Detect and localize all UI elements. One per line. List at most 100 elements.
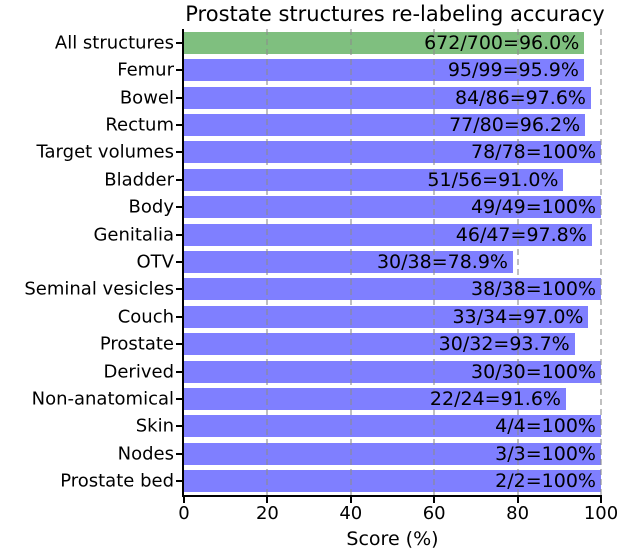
y-tick <box>176 288 183 291</box>
category-label-prostate-bed: Prostate bed <box>60 470 174 492</box>
category-label-otv: OTV <box>136 251 174 273</box>
bar-otv: 30/38=78.9% <box>184 251 513 273</box>
y-tick <box>176 206 183 209</box>
bar-body: 49/49=100% <box>184 196 601 219</box>
category-label-all-structures: All structures <box>54 32 174 54</box>
category-label-femur: Femur <box>117 59 174 81</box>
x-tick-label-0: 0 <box>178 503 190 524</box>
bar-value-label: 33/34=97.0% <box>452 305 584 328</box>
bar-femur: 95/99=95.9% <box>184 59 584 82</box>
category-label-bladder: Bladder <box>104 169 174 191</box>
x-tick-label-20: 20 <box>255 503 279 524</box>
category-label-non-anatomical: Non-anatomical <box>31 388 174 410</box>
category-label-genitalia: Genitalia <box>93 224 174 246</box>
x-tick-0 <box>183 497 185 503</box>
gridline-80 <box>516 29 519 495</box>
bar-bladder: 51/56=91.0% <box>184 168 564 191</box>
x-tick-label-100: 100 <box>583 503 619 524</box>
gridline-60 <box>433 29 436 495</box>
category-label-prostate: Prostate <box>99 333 174 355</box>
y-tick <box>176 123 183 126</box>
bar-prostate-bed: 2/2=100% <box>184 470 601 493</box>
bar-row: 22/24=91.6% <box>184 388 601 411</box>
y-tick <box>176 480 183 483</box>
bar-row: 3/3=100% <box>184 442 601 465</box>
category-label-target-volumes: Target volumes <box>36 141 174 163</box>
bar-value-label: 4/4=100% <box>495 415 596 438</box>
bar-row: 30/32=93.7% <box>184 333 601 356</box>
bar-value-label: 3/3=100% <box>495 442 596 465</box>
y-tick <box>176 425 183 428</box>
bar-nodes: 3/3=100% <box>184 442 601 465</box>
x-axis-spine <box>182 495 602 497</box>
category-label-derived: Derived <box>103 361 175 383</box>
bar-target-volumes: 78/78=100% <box>184 141 601 164</box>
category-label-nodes: Nodes <box>117 443 174 465</box>
bar-value-label: 38/38=100% <box>471 278 596 301</box>
bar-row: 51/56=91.0% <box>184 168 601 191</box>
y-tick <box>176 398 183 401</box>
x-tick-60 <box>433 497 436 503</box>
y-tick <box>176 315 183 318</box>
category-label-seminal-vesicles: Seminal vesicles <box>24 278 174 300</box>
y-tick <box>176 261 183 263</box>
x-tick-label-80: 80 <box>506 503 530 524</box>
y-tick <box>176 452 183 455</box>
bar-row: 2/2=100% <box>184 470 601 493</box>
y-tick <box>176 151 183 154</box>
bar-value-label: 95/99=95.9% <box>447 59 579 82</box>
gridline-40 <box>349 29 352 495</box>
bar-couch: 33/34=97.0% <box>184 305 589 328</box>
bar-value-label: 84/86=97.6% <box>454 86 586 109</box>
bar-value-label: 672/700=96.0% <box>424 31 580 54</box>
x-axis-title: Score (%) <box>346 528 439 550</box>
bar-value-label: 78/78=100% <box>471 141 596 164</box>
y-tick <box>176 96 183 99</box>
y-tick <box>176 41 183 44</box>
bar-row: 672/700=96.0% <box>184 31 601 54</box>
y-tick <box>176 178 183 181</box>
bar-row: 95/99=95.9% <box>184 59 601 82</box>
bar-row: 78/78=100% <box>184 141 601 164</box>
y-tick <box>176 370 183 373</box>
y-tick <box>176 233 183 236</box>
bar-value-label: 30/30=100% <box>471 360 596 383</box>
y-tick <box>176 69 183 72</box>
bar-row: 84/86=97.6% <box>184 86 601 109</box>
bar-prostate: 30/32=93.7% <box>184 333 575 356</box>
chart-title: Prostate structures re-labeling accuracy <box>185 2 605 26</box>
x-tick-20 <box>266 497 269 503</box>
bar-value-label: 22/24=91.6% <box>429 388 561 411</box>
category-label-bowel: Bowel <box>119 87 174 109</box>
gridline-20 <box>266 29 269 495</box>
bar-skin: 4/4=100% <box>184 415 601 438</box>
bar-row: 77/80=96.2% <box>184 113 601 136</box>
bar-seminal-vesicles: 38/38=100% <box>184 278 601 301</box>
bar-row: 30/38=78.9% <box>184 251 601 273</box>
bar-value-label: 30/32=93.7% <box>438 333 570 356</box>
x-tick-40 <box>349 497 352 503</box>
category-label-rectum: Rectum <box>105 114 174 136</box>
bar-value-label: 46/47=97.8% <box>455 223 587 246</box>
bar-row: 38/38=100% <box>184 278 601 301</box>
bar-value-label: 49/49=100% <box>471 196 596 219</box>
bar-row: 30/30=100% <box>184 360 601 383</box>
plot-area: 672/700=96.0% 95/99=95.9% 84/86=97.6% 77/80… <box>184 29 602 495</box>
bar-bowel: 84/86=97.6% <box>184 86 591 109</box>
y-axis-spine <box>182 29 184 497</box>
bar-value-label: 30/38=78.9% <box>376 251 508 273</box>
bar-row: 4/4=100% <box>184 415 601 438</box>
gridline-100 <box>600 29 602 495</box>
bar-value-label: 51/56=91.0% <box>427 168 559 191</box>
x-tick-label-40: 40 <box>339 503 363 524</box>
bar-genitalia: 46/47=97.8% <box>184 223 592 246</box>
x-tick-80 <box>516 497 519 503</box>
bar-derived: 30/30=100% <box>184 360 601 383</box>
bar-rectum: 77/80=96.2% <box>184 113 586 136</box>
bar-row: 46/47=97.8% <box>184 223 601 246</box>
bar-value-label: 2/2=100% <box>495 470 596 493</box>
x-tick-100 <box>600 497 602 503</box>
bar-non-anatomical: 22/24=91.6% <box>184 388 566 411</box>
category-label-couch: Couch <box>117 306 174 328</box>
